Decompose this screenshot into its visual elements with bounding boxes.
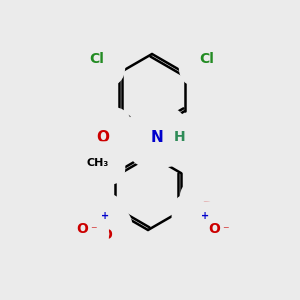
Text: ⁻: ⁻ <box>90 224 97 238</box>
Text: N: N <box>151 130 164 145</box>
Text: +: + <box>201 211 209 221</box>
Text: O: O <box>76 222 88 236</box>
Text: N: N <box>192 214 204 228</box>
Text: Cl: Cl <box>90 52 104 66</box>
Text: O: O <box>100 228 112 242</box>
Text: CH₃: CH₃ <box>86 158 109 168</box>
Text: Cl: Cl <box>200 52 214 66</box>
Text: H: H <box>174 130 186 144</box>
Text: N: N <box>92 214 103 228</box>
Text: O: O <box>97 130 110 145</box>
Text: O: O <box>200 200 212 214</box>
Text: O: O <box>208 222 220 236</box>
Text: ⁻: ⁻ <box>222 224 228 238</box>
Text: +: + <box>101 211 109 221</box>
